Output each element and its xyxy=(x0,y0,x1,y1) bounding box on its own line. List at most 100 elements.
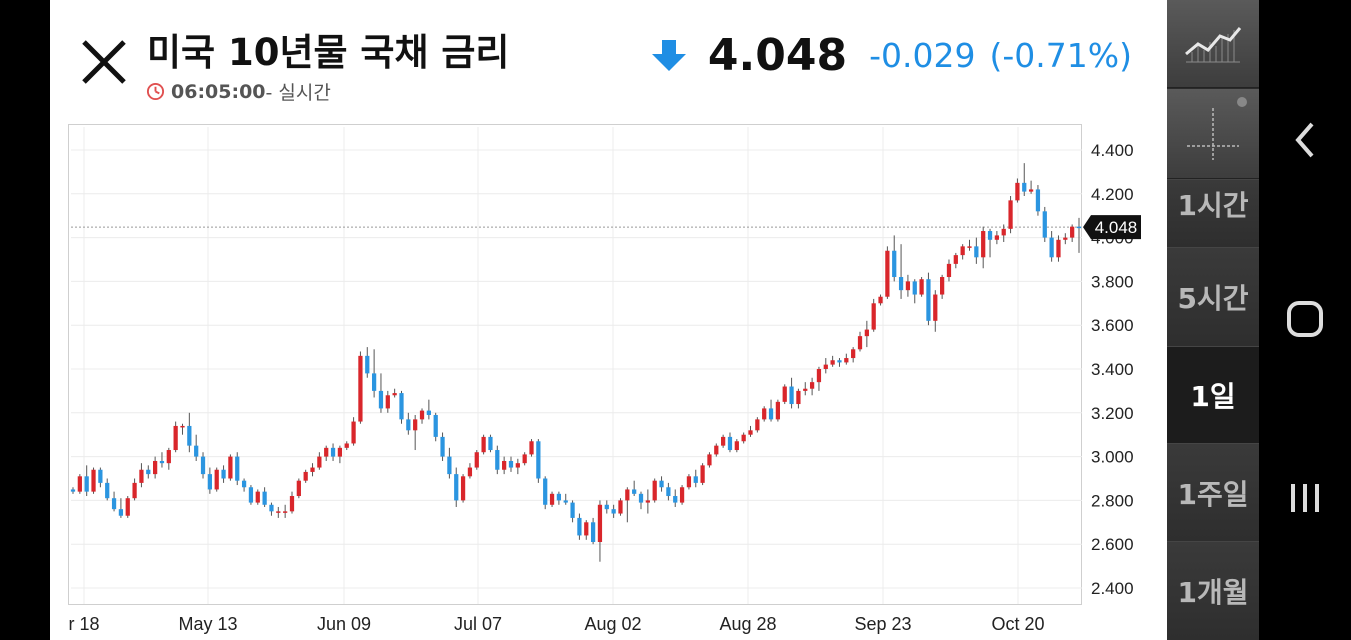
y-tick-label: 2.600 xyxy=(1091,535,1134,554)
x-tick-label: Aug 28 xyxy=(719,614,776,634)
candle-body xyxy=(953,255,958,264)
candle-body xyxy=(529,441,534,455)
line-chart-icon xyxy=(1185,26,1242,62)
y-tick-label: 3.400 xyxy=(1091,360,1134,379)
timeframe-5h[interactable]: 5시간 xyxy=(1167,247,1259,346)
candle-body xyxy=(515,463,520,468)
candle-body xyxy=(495,450,500,470)
candle-body xyxy=(549,493,555,505)
x-tick-label: r 18 xyxy=(68,614,99,634)
recent-apps-icon xyxy=(1291,484,1319,512)
timeframe-1d[interactable]: 1일 xyxy=(1167,346,1259,443)
line-chart-button[interactable] xyxy=(1167,0,1259,88)
candle-body xyxy=(1035,189,1041,212)
candle-body xyxy=(1056,239,1061,258)
x-tick-label: Jul 07 xyxy=(454,614,502,634)
candle-body xyxy=(625,489,630,501)
candle-body xyxy=(419,410,425,420)
candle-body xyxy=(741,434,746,442)
candle-body xyxy=(289,496,295,512)
timeframe-1d-label: 1일 xyxy=(1190,380,1236,413)
timeframe-1m[interactable]: 1개월 xyxy=(1167,541,1259,640)
candle-body xyxy=(358,355,363,422)
candle-body xyxy=(1028,189,1034,192)
quote-time: 06:05:00 xyxy=(171,80,266,103)
candle-body xyxy=(241,480,247,488)
candle-body xyxy=(693,476,698,483)
instrument-title: 미국 10년물 국채 금리 xyxy=(147,31,510,74)
candle-body xyxy=(365,355,370,374)
candle-body xyxy=(433,414,438,437)
recent-apps-button[interactable] xyxy=(1279,472,1331,524)
y-tick-label: 3.600 xyxy=(1091,316,1134,335)
candle-body xyxy=(173,425,178,451)
candle-body xyxy=(762,408,767,420)
back-button[interactable] xyxy=(1279,114,1331,166)
candle-body xyxy=(269,504,274,512)
candle-body xyxy=(317,456,322,468)
candle-body xyxy=(399,393,404,420)
candle-body xyxy=(618,500,623,514)
candle-body xyxy=(755,419,760,431)
candle-body xyxy=(782,386,787,402)
home-button[interactable] xyxy=(1279,293,1331,345)
candle-body xyxy=(207,474,212,490)
y-tick-label: 3.800 xyxy=(1091,272,1134,291)
candle-body xyxy=(597,504,603,543)
candle-body xyxy=(892,250,897,278)
candle-body xyxy=(337,447,343,457)
candle-body xyxy=(556,493,562,501)
candle-body xyxy=(652,480,657,501)
candle-body xyxy=(563,500,568,503)
timeframe-1h[interactable]: 1시간 xyxy=(1167,179,1259,247)
candle-body xyxy=(878,296,883,304)
candle-body xyxy=(1049,237,1054,258)
indicator-dot xyxy=(1237,97,1247,107)
candle-body xyxy=(371,373,377,391)
candle-body xyxy=(159,460,165,464)
candle-body xyxy=(1008,200,1013,229)
candle-body xyxy=(584,522,589,536)
candle-body xyxy=(645,500,650,503)
candle-body xyxy=(296,480,301,497)
candle-body xyxy=(303,471,308,481)
last-price: 4.048 xyxy=(707,30,848,81)
close-icon[interactable] xyxy=(80,38,128,86)
candle-body xyxy=(666,487,671,497)
price-chart-area[interactable]: 4.4004.2004.0003.8003.6003.4003.2003.000… xyxy=(68,124,1141,634)
candle-body xyxy=(392,393,397,396)
candle-body xyxy=(885,250,890,297)
candle-body xyxy=(1022,182,1027,192)
candle-body xyxy=(659,480,664,488)
candle-body xyxy=(632,489,637,494)
candle-body xyxy=(803,388,808,391)
candle-body xyxy=(905,281,911,291)
candle-body xyxy=(1070,226,1075,238)
candle-body xyxy=(194,445,199,457)
timeframe-1m-label: 1개월 xyxy=(1177,576,1249,609)
candle-body xyxy=(960,246,965,256)
candle-body xyxy=(276,511,281,513)
candle-body xyxy=(166,450,171,464)
candle-body xyxy=(864,329,869,337)
candle-body xyxy=(994,235,999,240)
timeframe-5h-label: 5시간 xyxy=(1177,282,1249,315)
candle-body xyxy=(255,491,260,503)
candle-body xyxy=(125,498,130,516)
candle-body xyxy=(98,469,103,483)
y-tick-label: 3.000 xyxy=(1091,448,1134,467)
candle-body xyxy=(413,419,418,431)
candle-body xyxy=(871,303,876,330)
crosshair-button[interactable] xyxy=(1167,89,1259,179)
candle-body xyxy=(84,476,89,492)
candle-body xyxy=(987,231,993,240)
candle-body xyxy=(611,509,616,514)
candle-body xyxy=(460,476,466,501)
candle-body xyxy=(686,476,692,488)
x-tick-label: Aug 02 xyxy=(584,614,641,634)
candlestick-chart: 4.4004.2004.0003.8003.6003.4003.2003.000… xyxy=(68,127,1141,634)
candle-body xyxy=(734,441,739,451)
candle-body xyxy=(474,452,479,468)
timeframe-1w[interactable]: 1주일 xyxy=(1167,443,1259,541)
